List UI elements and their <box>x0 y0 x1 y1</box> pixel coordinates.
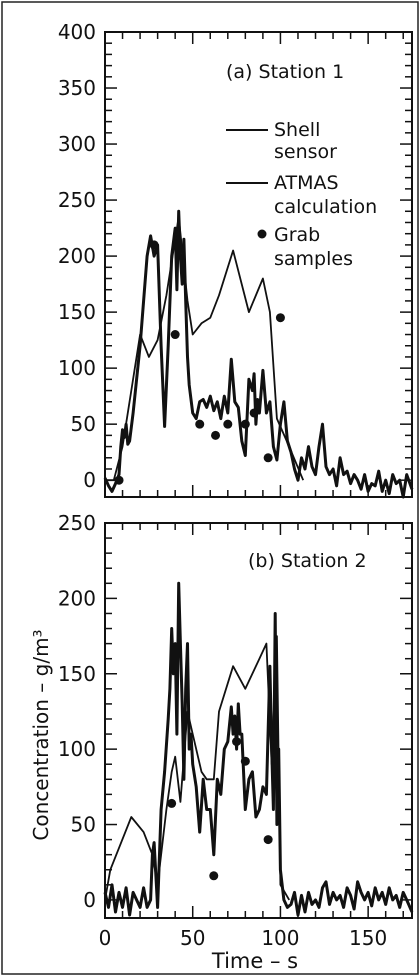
grab-sample-point <box>240 756 250 766</box>
y-tick-label: 250 <box>58 511 96 535</box>
y-tick-label: 400 <box>58 20 96 44</box>
grab-sample-point <box>211 430 221 440</box>
legend-label: Grab <box>274 224 320 246</box>
x-tick-label: 50 <box>180 926 205 950</box>
grab-sample-point <box>263 835 273 845</box>
grab-sample-point <box>249 408 259 418</box>
grab-sample-point <box>275 313 285 323</box>
y-tick-label: 150 <box>58 300 96 324</box>
y-tick-label: 0 <box>83 888 96 912</box>
y-axis-label: Concentration – g/m³ <box>29 629 53 840</box>
y-tick-label: 150 <box>58 662 96 686</box>
panel-title: (b) Station 2 <box>248 550 367 572</box>
y-tick-label: 0 <box>83 468 96 492</box>
grab-sample-point <box>209 871 219 881</box>
x-tick-label: 100 <box>261 926 299 950</box>
grab-sample-point <box>232 737 242 747</box>
legend-label: Shell <box>274 119 320 141</box>
legend-label: samples <box>274 248 353 270</box>
y-tick-label: 250 <box>58 188 96 212</box>
grab-sample-point <box>223 419 233 429</box>
grab-sample-point <box>170 330 180 340</box>
plot-frame <box>104 522 413 919</box>
y-tick-label: 200 <box>58 244 96 268</box>
y-tick-label: 100 <box>58 356 96 380</box>
panel-station-1: 0 50 100 150 200 250 300 350 400 (a) Station 1 She… <box>58 20 414 499</box>
grab-sample-point <box>263 453 273 463</box>
grab-sample-point <box>167 798 177 808</box>
shell-sensor-line <box>103 209 414 499</box>
y-tick-label: 200 <box>58 586 96 610</box>
shell-sensor-line <box>103 581 414 917</box>
y-tick-label: 50 <box>71 813 96 837</box>
legend-label: calculation <box>274 196 377 218</box>
panel-title: (a) Station 1 <box>226 61 344 83</box>
legend-label: ATMAS <box>274 172 339 194</box>
x-tick-label: 150 <box>349 926 387 950</box>
grab-sample-point <box>195 419 205 429</box>
legend-dot-swatch <box>257 229 267 239</box>
grab-sample-point <box>114 475 124 485</box>
grab-sample-point <box>240 419 250 429</box>
atmas-calculation-line <box>104 635 290 901</box>
x-tick-label: 0 <box>99 926 112 950</box>
plot-frame <box>104 31 413 498</box>
legend-label: sensor <box>274 141 337 163</box>
x-axis-label: Time – s <box>211 949 298 973</box>
y-tick-label: 50 <box>71 412 96 436</box>
y-tick-label: 350 <box>58 76 96 100</box>
panel-station-2: 0 50 100 150 200 250 0 50 100 150 (b) Station 2 <box>58 511 414 950</box>
y-tick-label: 300 <box>58 132 96 156</box>
y-tick-label: 100 <box>58 737 96 761</box>
atmas-calculation-line <box>105 215 305 482</box>
grab-sample-point <box>149 240 159 250</box>
